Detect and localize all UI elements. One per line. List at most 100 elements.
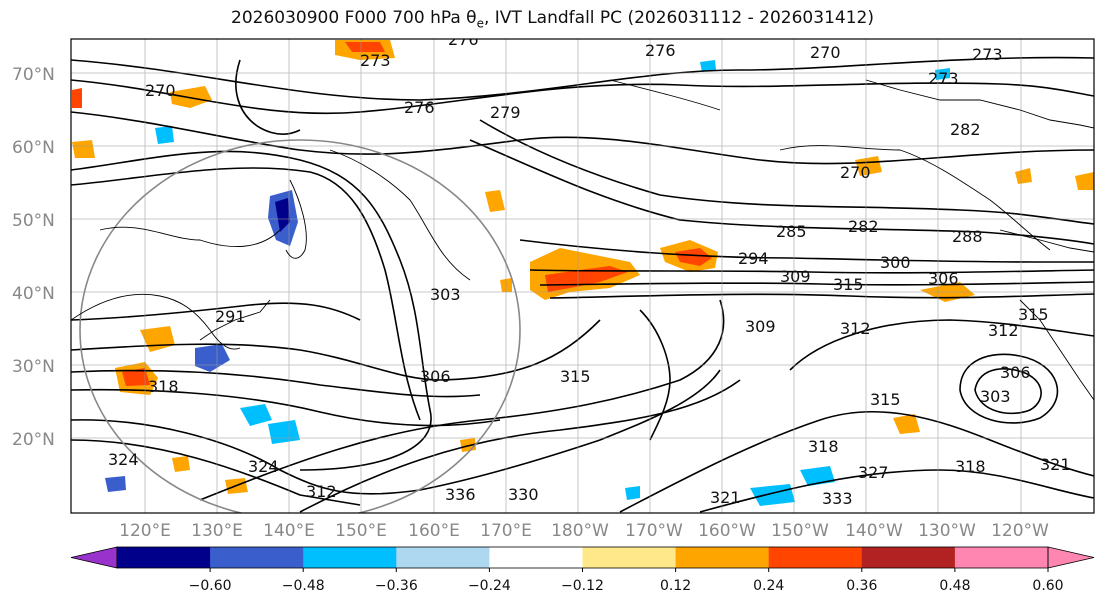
lon-label: 160°E	[408, 521, 460, 541]
contour-label: 315	[560, 367, 591, 386]
colorbar-extend-high	[1047, 546, 1095, 569]
contour-label: 312	[988, 321, 1019, 340]
contour-label: 324	[108, 450, 139, 469]
lon-label: 120°W	[991, 521, 1049, 541]
colorbar-bin	[117, 547, 211, 568]
colorbar-bin	[396, 547, 490, 568]
colorbar-tick-label: −0.24	[468, 578, 511, 594]
lat-label: 30°N	[12, 357, 55, 377]
title-theta: θ	[466, 8, 477, 28]
map-frame	[70, 38, 1095, 514]
contour-label: 327	[858, 463, 889, 482]
lon-label: 130°E	[191, 521, 243, 541]
contour-label: 306	[1000, 363, 1031, 382]
lat-label: 70°N	[12, 65, 55, 85]
colorbar-bin	[303, 547, 397, 568]
figure-title: 2026030900 F000 700 hPa θe, IVT Landfall…	[0, 8, 1105, 30]
title-suffix: , IVT Landfall PC (2026031112 - 20260314…	[483, 8, 874, 28]
colorbar	[70, 546, 1095, 569]
lon-label: 180°W	[551, 521, 609, 541]
contour-label: 288	[952, 227, 983, 246]
colorbar-bin	[954, 547, 1049, 568]
colorbar-tick-label: −0.12	[561, 578, 604, 594]
contour-label: 306	[928, 269, 959, 288]
contour-label: 321	[1040, 455, 1071, 474]
colorbar-tick-label: −0.36	[375, 578, 418, 594]
contour-label: 273	[928, 69, 959, 88]
colorbar-extend-low	[70, 546, 118, 569]
contour-label: 315	[833, 275, 864, 294]
colorbar-tick-label: −0.60	[189, 578, 232, 594]
contour-label: 321	[710, 488, 741, 507]
contour-label: 312	[306, 482, 337, 501]
contour-label: 303	[430, 285, 461, 304]
contour-label: 285	[776, 222, 807, 241]
colorbar-bin	[210, 547, 304, 568]
longitude-labels: 120°E 130°E 140°E 150°E 160°E 170°E 180°…	[119, 521, 1049, 541]
contour-label: 294	[738, 249, 769, 268]
lon-label: 140°W	[845, 521, 903, 541]
contour-label: 306	[420, 367, 451, 386]
lon-label: 120°E	[119, 521, 171, 541]
lon-label: 150°W	[771, 521, 829, 541]
graticule	[71, 39, 1094, 513]
contour-label: 324	[248, 457, 279, 476]
lon-label: 160°W	[698, 521, 756, 541]
colorbar-bin	[861, 547, 956, 568]
contour-label: 279	[490, 103, 521, 122]
lon-label: 130°W	[918, 521, 976, 541]
contour-label: 270	[810, 43, 841, 62]
colorbar-bin	[489, 547, 583, 568]
lat-label: 40°N	[12, 284, 55, 304]
contour-label: 303	[980, 387, 1011, 406]
lon-label: 170°E	[480, 521, 532, 541]
title-theta-subscript: e	[476, 16, 484, 31]
latitude-labels: 70°N 60°N 50°N 40°N 30°N 20°N	[12, 65, 55, 450]
contour-label: 276	[404, 98, 435, 117]
colorbar-ticks: −0.60 −0.48 −0.36 −0.24 −0.12 0.12 0.24 0.36 0.4…	[189, 568, 1064, 594]
contour-label: 270	[145, 81, 176, 100]
lat-label: 20°N	[12, 430, 55, 450]
contour-label: 318	[148, 377, 179, 396]
contour-label: 273	[972, 45, 1003, 64]
map-content: 276 276 270 273 273 270 273 276 279 282 …	[71, 30, 1094, 513]
lat-label: 60°N	[12, 138, 55, 158]
landfall-region-outline	[79, 139, 521, 513]
theta-e-contours	[71, 56, 1094, 513]
contour-label: 315	[870, 390, 901, 409]
contour-label-group: 276 276 270 273 273 270 273 276 279 282 …	[108, 30, 1071, 508]
contour-label: 309	[780, 267, 811, 286]
contour-label: 291	[215, 307, 246, 326]
colorbar-tick-label: 0.24	[753, 578, 784, 594]
lat-label: 50°N	[12, 211, 55, 231]
contour-label: 273	[360, 51, 391, 70]
colorbar-tick-label: 0.36	[846, 578, 877, 594]
contour-label: 333	[822, 489, 853, 508]
lon-label: 140°E	[263, 521, 315, 541]
colorbar-bin	[768, 547, 863, 568]
contour-label: 282	[848, 217, 879, 236]
coastlines	[71, 79, 1094, 401]
contour-label: 315	[1018, 305, 1049, 324]
contour-label: 318	[955, 457, 986, 476]
contour-label: 312	[840, 319, 871, 338]
contour-label: 276	[645, 41, 676, 60]
colorbar-tick-label: 0.60	[1032, 578, 1063, 594]
title-prefix: 2026030900 F000 700 hPa	[231, 8, 467, 28]
contour-label: 309	[745, 317, 776, 336]
contour-label: 318	[808, 437, 839, 456]
lon-label: 150°E	[335, 521, 387, 541]
colorbar-tick-label: −0.48	[282, 578, 325, 594]
contour-label: 270	[840, 163, 871, 182]
colorbar-tick-label: 0.12	[660, 578, 691, 594]
contour-label: 336	[445, 485, 476, 504]
lon-label: 170°W	[625, 521, 683, 541]
colorbar-bin	[675, 547, 770, 568]
contour-label: 282	[950, 120, 981, 139]
colorbar-tick-label: 0.48	[939, 578, 970, 594]
contour-label: 330	[508, 485, 539, 504]
contour-label: 300	[880, 253, 911, 272]
colorbar-bin	[582, 547, 677, 568]
contour-label: 276	[448, 30, 479, 49]
